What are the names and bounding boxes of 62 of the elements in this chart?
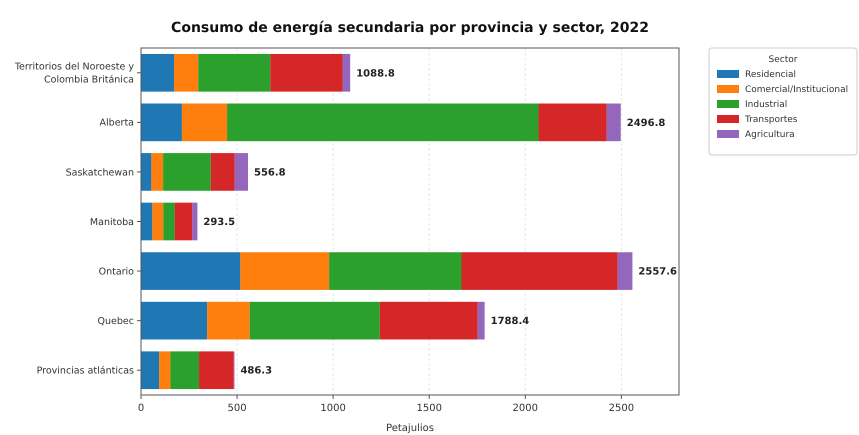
bar bbox=[478, 302, 485, 340]
total-label: 293.5 bbox=[203, 217, 236, 228]
y-tick-label: Manitoba bbox=[90, 216, 134, 228]
bar bbox=[270, 54, 343, 92]
legend-label: Industrial bbox=[745, 100, 788, 110]
legend-label: Comercial/Institucional bbox=[745, 85, 848, 96]
bar bbox=[174, 202, 192, 240]
bar bbox=[151, 153, 164, 191]
y-tick-label: Territorios del Noroeste y Colombia Británica bbox=[14, 62, 134, 86]
legend-label: Agricultura bbox=[745, 130, 795, 140]
bar bbox=[240, 252, 330, 290]
legend-title: Sector bbox=[768, 55, 798, 65]
x-tick-label: 500 bbox=[228, 403, 247, 414]
bar bbox=[342, 54, 350, 92]
bar bbox=[234, 153, 248, 191]
legend-label: Transportes bbox=[744, 115, 798, 126]
bar bbox=[199, 351, 234, 390]
bar bbox=[170, 351, 200, 390]
total-label: 1788.4 bbox=[490, 316, 530, 328]
bar bbox=[606, 104, 621, 142]
bar bbox=[141, 202, 152, 240]
bar bbox=[141, 54, 174, 92]
x-tick-label: 2000 bbox=[512, 403, 538, 414]
bar bbox=[141, 302, 208, 340]
bar bbox=[163, 153, 211, 191]
bar bbox=[159, 351, 170, 390]
bar bbox=[207, 302, 250, 340]
x-tick-label: 1500 bbox=[416, 403, 442, 414]
y-tick-label: Ontario bbox=[98, 266, 134, 278]
bar bbox=[198, 54, 270, 92]
total-label: 1088.8 bbox=[356, 68, 395, 80]
bar bbox=[152, 202, 164, 240]
bar bbox=[250, 302, 380, 340]
total-label: 2557.6 bbox=[638, 266, 678, 278]
chart-title: Consumo de energía secundaria por provincia y sector, 2022 bbox=[171, 20, 649, 36]
total-label: 556.8 bbox=[254, 167, 286, 178]
bar bbox=[141, 351, 160, 390]
bar bbox=[227, 104, 539, 142]
bar bbox=[192, 202, 198, 240]
bar bbox=[380, 302, 478, 340]
x-tick-label: 1000 bbox=[320, 403, 346, 414]
x-axis-title: Petajulios bbox=[386, 423, 434, 434]
bar bbox=[174, 54, 198, 92]
x-tick-label: 2500 bbox=[608, 403, 634, 414]
bar bbox=[618, 252, 632, 290]
bar bbox=[329, 252, 462, 290]
bar bbox=[210, 153, 235, 191]
legend-label: Residencial bbox=[745, 70, 796, 80]
total-label: 486.3 bbox=[240, 366, 272, 377]
bar bbox=[538, 104, 607, 142]
y-tick-label: Provincias atlánticas bbox=[36, 366, 134, 377]
bar bbox=[141, 104, 182, 142]
bar bbox=[182, 104, 228, 142]
x-tick-label: 0 bbox=[138, 403, 144, 414]
bar bbox=[461, 252, 618, 290]
y-tick-label: Alberta bbox=[100, 118, 134, 129]
bar bbox=[141, 153, 152, 191]
bar bbox=[141, 252, 240, 290]
y-tick-label: Saskatchewan bbox=[66, 167, 134, 178]
bar bbox=[163, 202, 175, 240]
y-tick-label: Quebec bbox=[98, 316, 134, 327]
total-label: 2496.8 bbox=[626, 118, 666, 129]
